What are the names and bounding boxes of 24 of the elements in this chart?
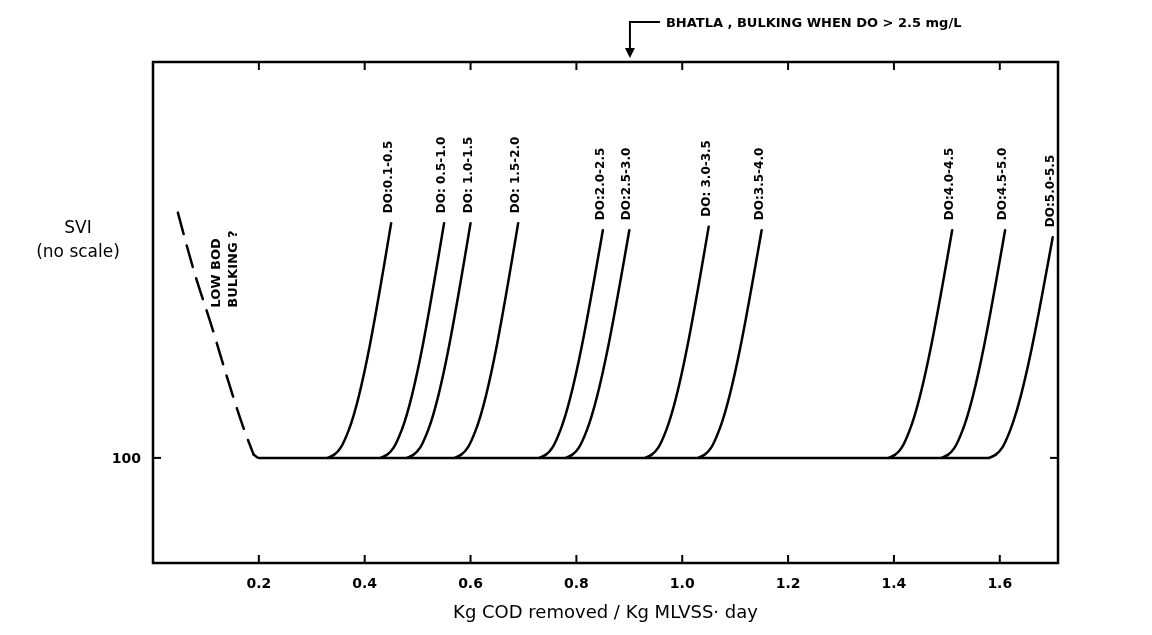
text: DO:0.1-0.5: [381, 140, 396, 214]
text: DO:2.0-2.5: [592, 147, 607, 221]
text: DO:2.5-3.0: [619, 147, 634, 221]
x-tick-label: 1.2: [775, 575, 801, 591]
x-tick-label: 0.2: [246, 575, 272, 591]
x-tick-label: 0.6: [458, 575, 483, 591]
text: DO:5.0-5.5: [1042, 154, 1057, 228]
x-tick-label: 0.4: [352, 575, 378, 591]
text: DO:4.0-4.5: [942, 147, 957, 221]
text: DO:4.5-5.0: [995, 147, 1010, 221]
y-axis-title: SVI (no scale): [36, 216, 120, 261]
x-tick-label: 1.0: [669, 575, 695, 591]
text: DO: 1.0-1.5: [460, 136, 475, 214]
text: DO: 3.0-3.5: [698, 140, 713, 217]
x-tick-label: 0.8: [563, 575, 589, 591]
text: 100: [111, 449, 142, 466]
text: DO: 0.5-1.0: [434, 136, 449, 214]
x-axis-title: Kg COD removed / Kg MLVSS· day: [453, 601, 759, 622]
text: BHATLA , BULKING WHEN DO > 2.5 mg/L: [665, 15, 962, 30]
text: DO:3.5-4.0: [751, 147, 766, 221]
x-tick-label: 1.6: [987, 575, 1013, 591]
annotation: LOW BOD BULKING ?: [207, 230, 240, 308]
x-tick-label: 1.4: [881, 575, 907, 591]
text: DO: 1.5-2.0: [508, 136, 523, 214]
